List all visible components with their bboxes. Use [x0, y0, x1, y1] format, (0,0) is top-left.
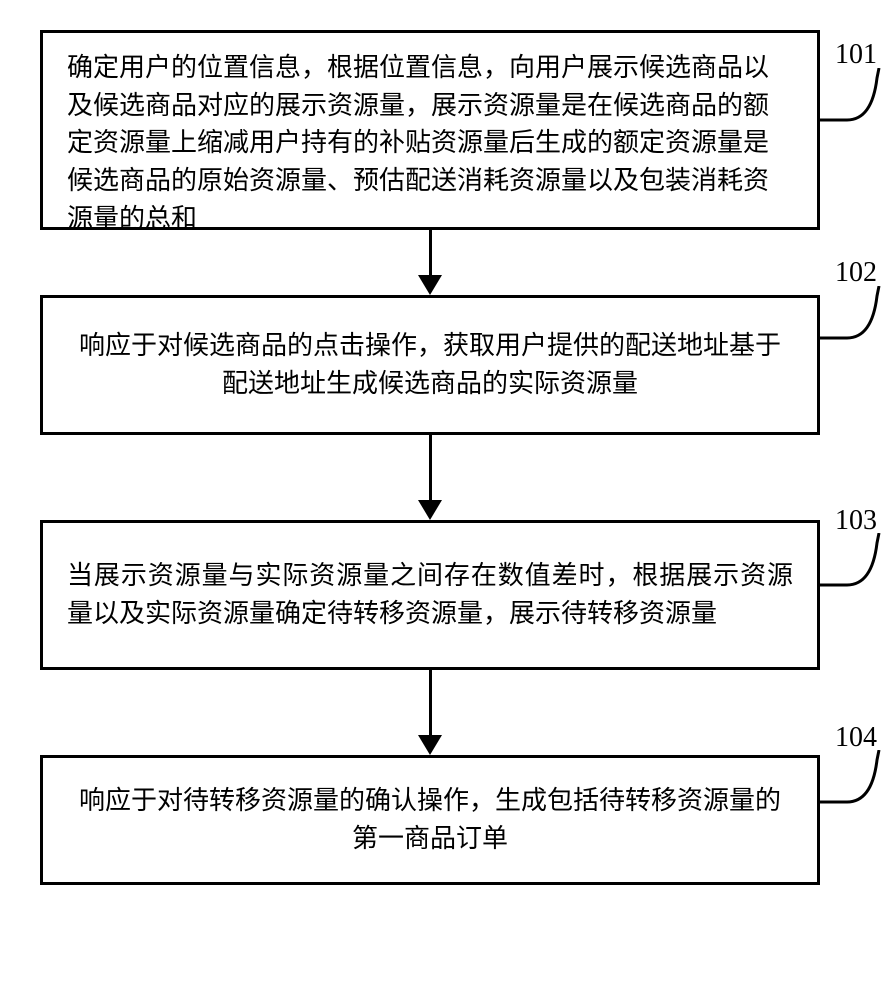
step-box-104: 响应于对待转移资源量的确认操作，生成包括待转移资源量的第一商品订单 104 [40, 755, 820, 885]
step-label-104: 104 [835, 718, 877, 759]
step-text-102: 响应于对候选商品的点击操作，获取用户提供的配送地址基于配送地址生成候选商品的实际… [67, 327, 793, 402]
connector-102 [817, 286, 882, 341]
step-label-102: 102 [835, 253, 877, 294]
arrow-line [429, 230, 432, 278]
arrow-line [429, 670, 432, 738]
arrow-head [418, 275, 442, 295]
step-box-103: 当展示资源量与实际资源量之间存在数值差时，根据展示资源量以及实际资源量确定待转移… [40, 520, 820, 670]
flowchart-container: 确定用户的位置信息，根据位置信息，向用户展示候选商品以及候选商品对应的展示资源量… [40, 30, 820, 885]
arrow-1-2 [40, 230, 820, 295]
step-box-101: 确定用户的位置信息，根据位置信息，向用户展示候选商品以及候选商品对应的展示资源量… [40, 30, 820, 230]
step-text-101: 确定用户的位置信息，根据位置信息，向用户展示候选商品以及候选商品对应的展示资源量… [67, 49, 793, 237]
arrow-3-4 [40, 670, 820, 755]
arrow-2-3 [40, 435, 820, 520]
connector-101 [817, 68, 882, 123]
arrow-head [418, 500, 442, 520]
arrow-line [429, 435, 432, 503]
step-text-103: 当展示资源量与实际资源量之间存在数值差时，根据展示资源量以及实际资源量确定待转移… [67, 557, 793, 632]
step-box-102: 响应于对候选商品的点击操作，获取用户提供的配送地址基于配送地址生成候选商品的实际… [40, 295, 820, 435]
step-text-104: 响应于对待转移资源量的确认操作，生成包括待转移资源量的第一商品订单 [67, 782, 793, 857]
step-label-103: 103 [835, 501, 877, 542]
arrow-head [418, 735, 442, 755]
step-label-101: 101 [835, 35, 877, 76]
